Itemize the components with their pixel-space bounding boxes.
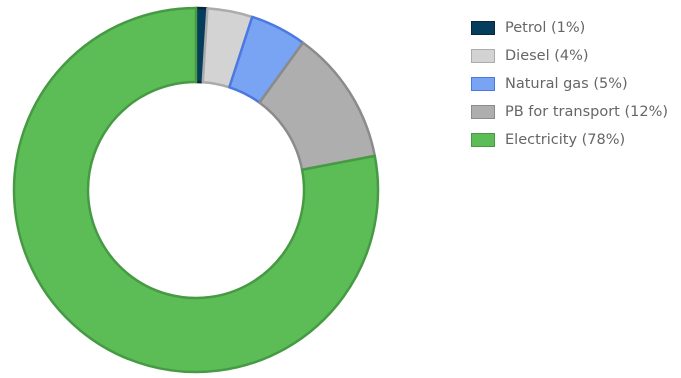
legend-item: PB for transport (12%) <box>471 98 668 126</box>
legend-label: PB for transport (12%) <box>505 104 668 120</box>
legend-item: Natural gas (5%) <box>471 70 668 98</box>
legend-swatch <box>471 133 495 147</box>
legend-swatch <box>471 105 495 119</box>
legend-label: Diesel (4%) <box>505 48 589 64</box>
legend-swatch <box>471 21 495 35</box>
legend-item: Electricity (78%) <box>471 126 668 154</box>
legend-label: Petrol (1%) <box>505 20 586 36</box>
legend-swatch <box>471 77 495 91</box>
donut-slice-4 <box>12 6 380 374</box>
donut-slices <box>12 6 380 374</box>
legend-label: Electricity (78%) <box>505 132 626 148</box>
legend-label: Natural gas (5%) <box>505 76 628 92</box>
legend-item: Petrol (1%) <box>471 14 668 42</box>
legend-item: Diesel (4%) <box>471 42 668 70</box>
chart-legend: Petrol (1%) Diesel (4%) Natural gas (5%) PB… <box>471 14 668 154</box>
legend-swatch <box>471 49 495 63</box>
